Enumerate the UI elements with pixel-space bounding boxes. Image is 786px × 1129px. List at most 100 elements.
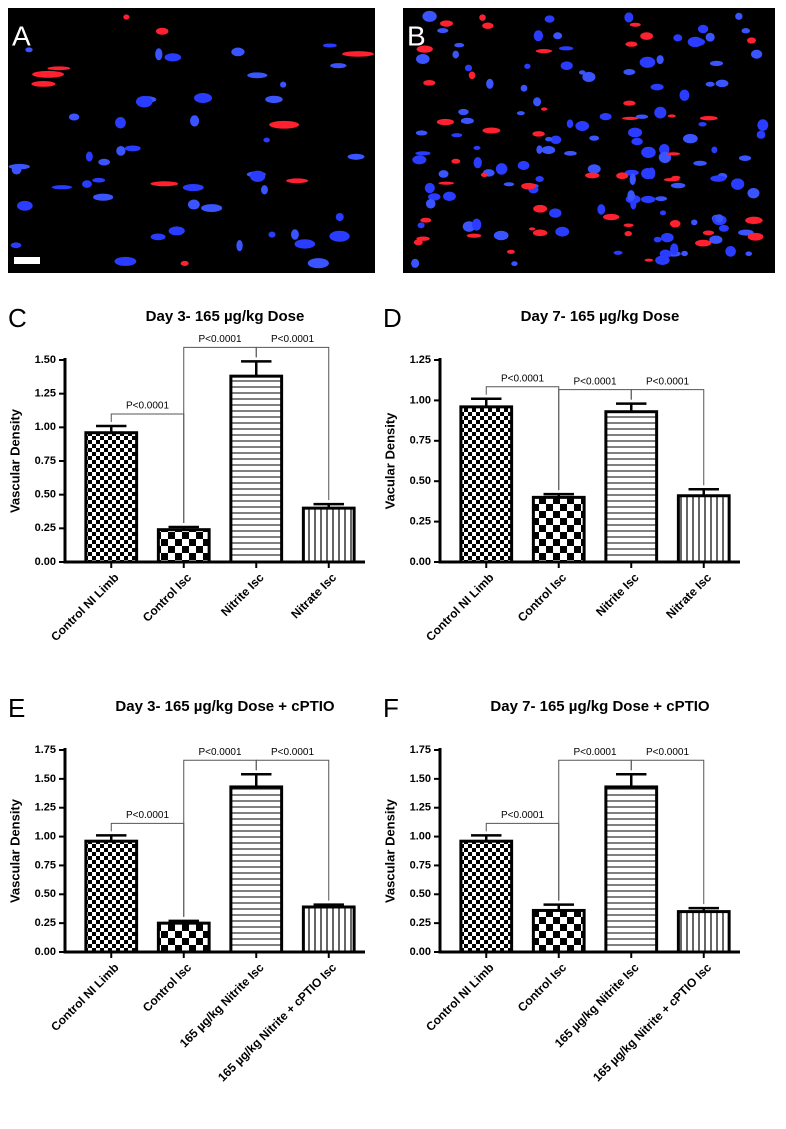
significance-bracket: [630, 759, 705, 905]
nucleus: [438, 170, 449, 178]
vessel: [342, 51, 374, 57]
y-tick-label: 0.25: [35, 522, 56, 534]
axes: [438, 748, 740, 954]
nucleus: [250, 170, 266, 182]
nucleus: [116, 145, 126, 156]
nucleus: [265, 95, 283, 104]
significance-label: P<0.0001: [126, 810, 170, 821]
nucleus: [520, 84, 528, 92]
x-tick-label: Control Isc: [515, 570, 569, 624]
nucleus: [711, 146, 718, 154]
nucleus: [263, 137, 270, 143]
bar: [676, 910, 731, 954]
nucleus: [516, 111, 525, 116]
nucleus: [535, 175, 544, 182]
nucleus: [629, 173, 636, 185]
y-tick-label: 0.00: [35, 556, 56, 568]
nucleus: [731, 178, 745, 190]
vessel: [521, 182, 537, 190]
bar: [459, 405, 514, 564]
nucleus: [347, 153, 365, 160]
panel-label: C: [8, 303, 27, 333]
nucleus: [68, 113, 80, 121]
nucleus: [578, 70, 586, 75]
nucleus: [307, 258, 329, 269]
nucleus: [745, 251, 753, 257]
nucleus: [464, 64, 473, 72]
vessel: [747, 37, 756, 44]
error-bar: [543, 903, 574, 911]
nucleus: [114, 256, 137, 266]
nucleus: [718, 224, 729, 232]
nucleus: [756, 130, 766, 139]
nucleus: [560, 61, 573, 71]
nucleus: [193, 92, 212, 104]
y-tick-label: 0.50: [35, 489, 56, 501]
panel-label: A: [12, 20, 31, 51]
nucleus: [587, 164, 601, 174]
vessel: [420, 217, 432, 223]
y-tick-label: 1.00: [35, 421, 56, 433]
bar: [676, 494, 731, 564]
nucleus: [201, 204, 223, 213]
y-axis-label: Vascular Density: [7, 798, 22, 903]
y-tick-label: 1.75: [35, 744, 56, 756]
nucleus: [503, 182, 515, 187]
y-tick-label: 0.00: [35, 946, 56, 958]
y-axis-label: Vacular Density: [382, 412, 397, 510]
nucleus: [693, 160, 707, 166]
panel-label: B: [407, 20, 426, 51]
significance-label: P<0.0001: [271, 334, 315, 345]
nucleus: [98, 158, 110, 166]
nucleus: [738, 155, 752, 161]
bar: [604, 785, 659, 954]
nucleus: [698, 121, 707, 127]
nucleus: [599, 113, 612, 121]
nucleus: [454, 42, 465, 48]
error-bar: [96, 834, 127, 842]
nucleus: [164, 53, 182, 62]
y-tick-label: 1.00: [35, 830, 56, 842]
nucleus: [412, 155, 427, 165]
vessel: [532, 229, 548, 237]
nucleus: [679, 89, 690, 101]
bar: [459, 839, 514, 954]
vessel: [440, 20, 453, 27]
y-axis-label: Vascular Density: [7, 408, 22, 513]
nucleus: [115, 116, 126, 129]
panel-label: D: [383, 303, 402, 333]
vessel: [451, 158, 461, 164]
nucleus: [673, 34, 683, 42]
nucleus: [517, 160, 530, 171]
nucleus: [640, 195, 656, 204]
nucleus: [322, 43, 337, 48]
x-tick-label: Control NI Limb: [423, 570, 497, 644]
x-tick-label: 165 µg/kg Nitrite + cPTIO Isc: [215, 960, 339, 1084]
x-tick-label: Control NI Limb: [423, 960, 497, 1034]
y-tick-label: 1.50: [35, 354, 56, 366]
nucleus: [268, 231, 276, 238]
y-tick-label: 0.25: [35, 917, 56, 929]
nucleus: [17, 200, 33, 211]
vessel: [603, 213, 620, 221]
nucleus: [493, 230, 509, 241]
nucleus: [187, 199, 200, 210]
error-bar: [313, 903, 344, 907]
vessel: [423, 79, 436, 86]
axes: [63, 358, 365, 564]
vessel: [745, 216, 763, 225]
panel-label: E: [8, 693, 25, 723]
nucleus: [683, 133, 698, 144]
nucleus: [624, 12, 634, 23]
vessel: [747, 232, 764, 241]
nucleus: [182, 183, 204, 192]
error-bar: [471, 397, 502, 407]
nucleus: [168, 226, 185, 236]
vessel: [695, 239, 712, 247]
nucleus: [443, 191, 456, 202]
nucleus: [641, 146, 656, 159]
vessel: [669, 219, 681, 228]
bar: [84, 431, 139, 564]
error-bar: [616, 772, 647, 787]
significance-label: P<0.0001: [198, 747, 242, 758]
